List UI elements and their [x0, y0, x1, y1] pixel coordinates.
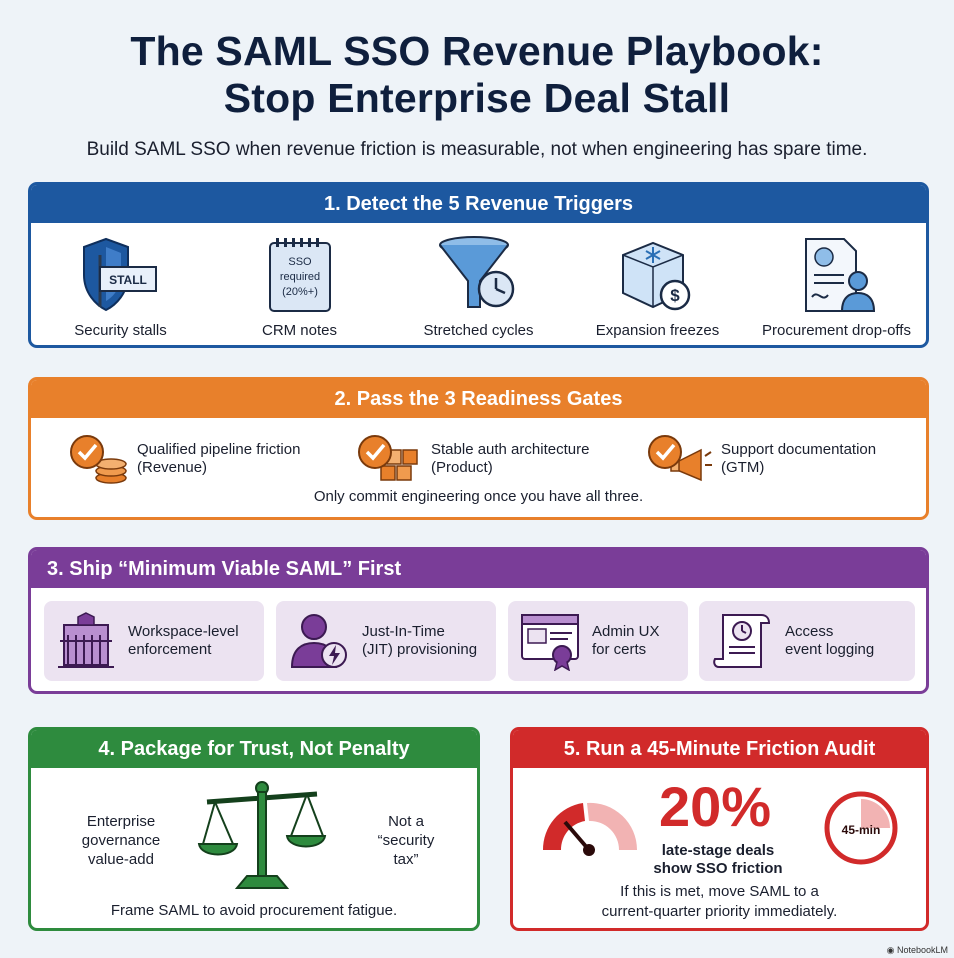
shield-stall-icon: STALL	[82, 237, 157, 312]
log-scroll-clock-icon	[713, 614, 771, 668]
section-friction-audit: 5. Run a 45-Minute Friction Audit 20% la…	[510, 727, 929, 931]
gate-line-1: Support documentation	[721, 441, 877, 458]
gate-line-2: (Revenue)	[137, 459, 208, 476]
user-lightning-icon	[290, 614, 347, 668]
mvs-card-jit: Just-In-Time (JIT) provisioning	[276, 601, 496, 681]
section-1-title: 1. Detect the 5 Revenue Triggers	[31, 185, 926, 223]
trigger-procurement-dropoffs: Procurement drop-offs	[747, 223, 926, 345]
note-line-3: (20%+)	[282, 286, 318, 298]
trust-left-line-1: Enterprise	[86, 813, 156, 830]
section-revenue-triggers: 1. Detect the 5 Revenue Triggers STALL S…	[28, 182, 929, 348]
section-minimum-viable-saml: 3. Ship “Minimum Viable SAML” First Work…	[28, 547, 929, 694]
audit-note: If this is met, move SAML to a current-q…	[513, 882, 926, 922]
section-3-title: 3. Ship “Minimum Viable SAML” First	[31, 550, 926, 588]
svg-text:$: $	[670, 286, 680, 305]
stat-caption-line-2: show SSO friction	[653, 860, 783, 877]
check-coins-icon	[70, 435, 127, 484]
trigger-label: Expansion freezes	[595, 322, 720, 339]
gauge-icon	[542, 802, 638, 856]
browser-certificate-icon	[521, 614, 579, 671]
trigger-expansion-freezes: $ Expansion freezes	[568, 223, 747, 345]
gate-line-2: (GTM)	[721, 459, 765, 476]
brand-name: NotebookLM	[896, 945, 948, 955]
section-2-title: 2. Pass the 3 Readiness Gates	[31, 380, 926, 418]
audit-stat-caption: late-stage deals show SSO friction	[643, 842, 793, 878]
gate-line-1: Qualified pipeline friction	[137, 441, 301, 458]
contract-person-icon	[804, 238, 875, 312]
audit-stat: 20%	[659, 775, 772, 838]
trust-left-line-3: value-add	[88, 851, 154, 868]
stat-caption-line-1: late-stage deals	[661, 842, 775, 859]
gate-gtm: Support documentation (GTM)	[647, 432, 876, 486]
notepad-icon: SSO required (20%+)	[268, 238, 331, 312]
trigger-label: Security stalls	[74, 322, 167, 339]
brand-logo: ◉ NotebookLM	[887, 945, 948, 956]
trigger-security-stalls: STALL Security stalls	[31, 223, 210, 345]
mvs-line-1: Workspace-level	[128, 623, 239, 640]
check-megaphone-icon	[648, 435, 712, 482]
section-5-title: 5. Run a 45-Minute Friction Audit	[513, 730, 926, 768]
mvs-line-1: Access	[785, 623, 834, 640]
ice-cube-dollar-icon: $	[621, 241, 690, 311]
trust-right-line-3: tax”	[393, 851, 419, 868]
trigger-label: Stretched cycles	[423, 322, 534, 339]
trust-right-line-2: “security	[377, 832, 435, 849]
gate-line-1: Stable auth architecture	[431, 441, 590, 458]
trust-left-line-2: governance	[81, 832, 161, 849]
mvs-line-2: event logging	[785, 641, 875, 658]
note-line-1: SSO	[288, 256, 312, 268]
page-title: The SAML SSO Revenue Playbook: Stop Ente…	[0, 28, 954, 122]
audit-note-line-2: current-quarter priority immediately.	[601, 903, 838, 920]
mvs-card-logging: Access event logging	[699, 601, 915, 681]
stall-sign-text: STALL	[109, 273, 147, 287]
section-readiness-gates: 2. Pass the 3 Readiness Gates Qualified …	[28, 377, 929, 520]
trigger-crm-notes: SSO required (20%+) CRM notes	[210, 223, 389, 345]
trigger-label: Procurement drop-offs	[762, 322, 911, 339]
timer-label: 45-min	[842, 823, 881, 837]
trust-right-text: Not a “security tax”	[351, 812, 461, 869]
balance-scale-icon	[197, 781, 327, 889]
trust-note: Frame SAML to avoid procurement fatigue.	[110, 902, 398, 919]
mvs-card-admin-ux: Admin UX for certs	[508, 601, 688, 681]
check-blocks-icon	[358, 435, 418, 481]
audit-note-line-1: If this is met, move SAML to a	[620, 883, 819, 900]
section-package-for-trust: 4. Package for Trust, Not Penalty Enterp…	[28, 727, 480, 931]
trust-left-text: Enterprise governance value-add	[61, 812, 181, 869]
stopwatch-icon: 45-min	[824, 791, 898, 865]
brand-icon: ◉	[886, 945, 895, 955]
gate-product: Stable auth architecture (Product)	[357, 432, 589, 486]
section-4-title: 4. Package for Trust, Not Penalty	[31, 730, 477, 768]
mvs-line-2: for certs	[592, 641, 647, 658]
title-line-2: Stop Enterprise Deal Stall	[223, 75, 731, 121]
building-gate-icon	[58, 612, 114, 668]
gate-revenue: Qualified pipeline friction (Revenue)	[67, 432, 300, 486]
trigger-label: CRM notes	[261, 322, 338, 339]
funnel-clock-icon	[438, 236, 514, 308]
mvs-line-1: Just-In-Time	[362, 623, 445, 640]
gates-note: Only commit engineering once you have al…	[313, 488, 644, 505]
note-line-2: required	[279, 271, 319, 283]
mvs-line-1: Admin UX	[592, 623, 660, 640]
mvs-line-2: enforcement	[128, 641, 212, 658]
title-line-1: The SAML SSO Revenue Playbook:	[130, 28, 824, 74]
page-subtitle: Build SAML SSO when revenue friction is …	[86, 139, 868, 160]
gate-line-2: (Product)	[431, 459, 493, 476]
trigger-stretched-cycles: Stretched cycles	[389, 223, 568, 345]
trust-right-line-1: Not a	[388, 813, 424, 830]
mvs-line-2: (JIT) provisioning	[362, 641, 478, 658]
mvs-card-workspace: Workspace-level enforcement	[44, 601, 264, 681]
